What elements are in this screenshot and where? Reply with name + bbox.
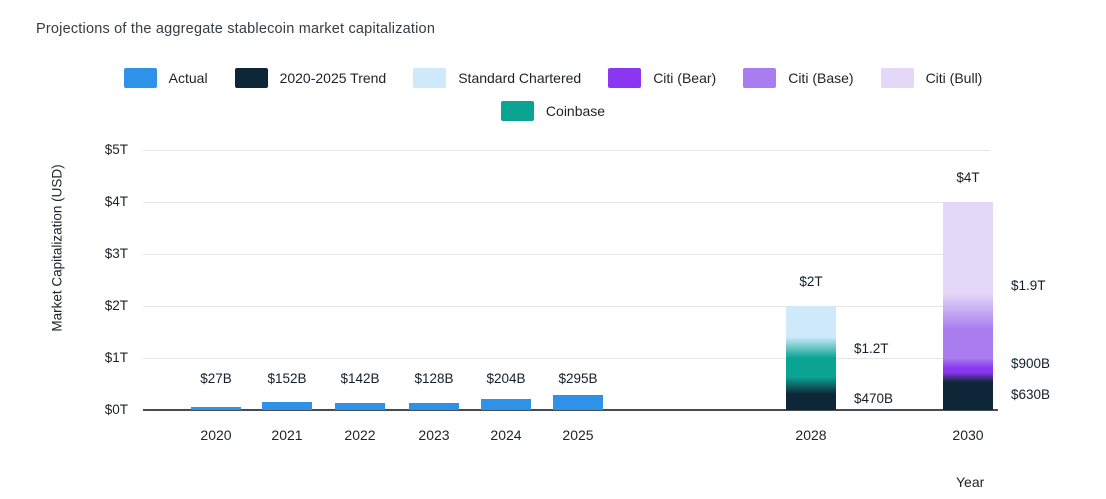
gridline-$2T	[143, 305, 990, 307]
legend-swatch-icon	[743, 68, 777, 88]
value-label-2022-Actual: $142B	[340, 371, 380, 386]
bar-2020	[191, 407, 241, 410]
value-label-2028-Coinbase: $1.2T	[853, 340, 890, 356]
value-label-2020-Actual: $27B	[200, 371, 232, 386]
value-label-2030-Citi (Bear): $900B	[1010, 356, 1052, 372]
value-label-2028-Standard Chartered: $2T	[799, 274, 823, 289]
gridline-$1T	[143, 357, 990, 359]
x-tick-2022: 2022	[344, 427, 376, 443]
bar-2025	[553, 394, 603, 410]
x-tick-2021: 2021	[271, 427, 303, 443]
legend-swatch-icon	[413, 68, 447, 88]
gridline-$4T	[143, 201, 990, 203]
legend-label: Citi (Base)	[788, 70, 854, 86]
x-tick-2024: 2024	[490, 427, 522, 443]
x-tick-2030: 2030	[952, 427, 984, 443]
legend-item-citi-bear-: Citi (Bear)	[608, 68, 716, 88]
value-label-2021-Actual: $152B	[267, 371, 307, 386]
bar-2023	[409, 403, 459, 410]
x-axis-title: Year	[956, 474, 985, 490]
legend-item-standard-chartered: Standard Chartered	[413, 68, 581, 88]
legend-row-1: Actual 2020-2025 Trend Standard Chartered C…	[0, 68, 1106, 88]
legend-swatch-icon	[608, 68, 642, 88]
legend-item-2020-2025-trend: 2020-2025 Trend	[234, 68, 387, 88]
legend-row-2: Coinbase	[0, 101, 1106, 121]
value-label-2025-Actual: $295B	[558, 371, 598, 386]
value-label-2030-Citi (Base): $1.9T	[1010, 278, 1047, 294]
x-tick-2028: 2028	[795, 427, 827, 443]
bar-2024	[481, 399, 531, 410]
legend-swatch-icon	[500, 101, 534, 121]
legend-item-citi-bull-: Citi (Bull)	[880, 68, 983, 88]
x-tick-2025: 2025	[562, 427, 594, 443]
y-tick-$4T: $4T	[104, 194, 128, 209]
legend-item-actual: Actual	[123, 68, 208, 88]
y-tick-$1T: $1T	[104, 350, 128, 365]
chart-title: Projections of the aggregate stablecoin …	[36, 21, 436, 37]
legend-label: Coinbase	[545, 103, 606, 119]
value-label-2023-Actual: $128B	[414, 371, 454, 386]
legend-label: 2020-2025 Trend	[279, 70, 387, 86]
legend-label: Citi (Bear)	[653, 70, 717, 86]
y-tick-$0T: $0T	[104, 402, 128, 417]
value-label-2024-Actual: $204B	[486, 371, 526, 386]
legend-label: Actual	[168, 70, 208, 86]
legend-item-citi-base-: Citi (Base)	[743, 68, 854, 88]
x-tick-2023: 2023	[418, 427, 450, 443]
bar-2022	[335, 402, 385, 410]
legend-label: Standard Chartered	[458, 70, 582, 86]
value-label-2028-2020-2025 Trend: $470B	[853, 390, 895, 406]
y-tick-$2T: $2T	[104, 298, 128, 313]
gridline-$5T	[143, 149, 990, 151]
x-tick-2020: 2020	[200, 427, 232, 443]
gridline-$3T	[143, 253, 990, 255]
value-label-2030-Citi (Bull): $4T	[956, 170, 980, 185]
y-tick-$3T: $3T	[104, 246, 128, 261]
bar-2021	[262, 402, 312, 410]
legend-label: Citi (Bull)	[925, 70, 983, 86]
bar-2028	[786, 306, 836, 410]
legend-swatch-icon	[123, 68, 157, 88]
y-tick-$5T: $5T	[104, 142, 128, 157]
legend-item-coinbase: Coinbase	[500, 101, 606, 121]
bar-2030	[943, 202, 993, 410]
legend-swatch-icon	[234, 68, 268, 88]
legend-swatch-icon	[880, 68, 914, 88]
value-label-2030-2020-2025 Trend: $630B	[1010, 386, 1052, 402]
x-axis-line	[143, 409, 998, 411]
